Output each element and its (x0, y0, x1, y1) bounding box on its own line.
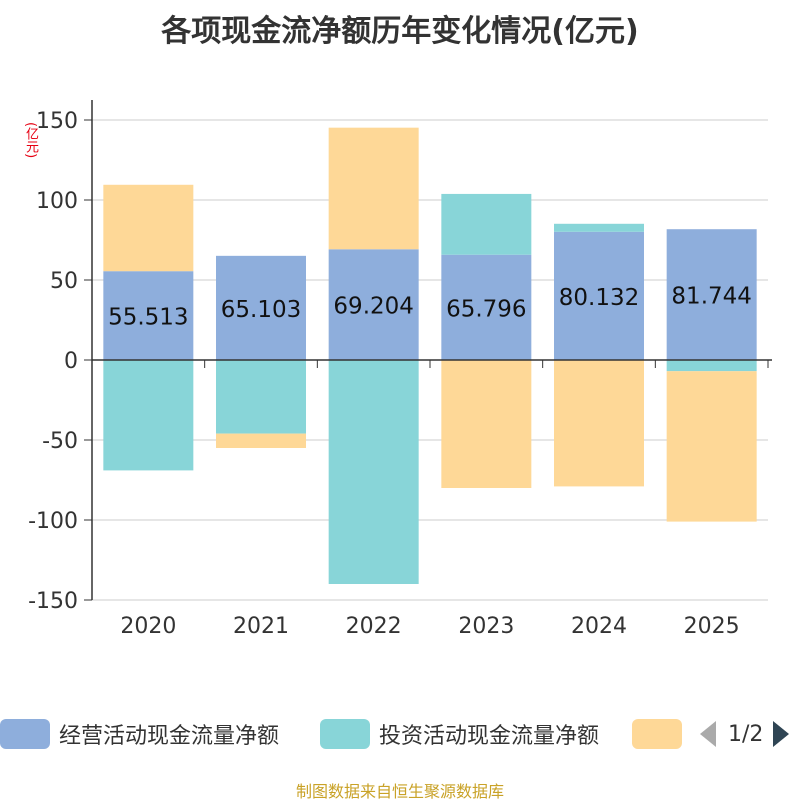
x-tick-label: 2020 (120, 614, 176, 639)
x-tick-label: 2021 (233, 614, 289, 639)
legend-prev-page-icon[interactable] (700, 721, 716, 747)
source-note: 制图数据来自恒生聚源数据库 (295, 782, 504, 801)
legend-label-operating: 经营活动现金流量净额 (59, 724, 280, 749)
bar-2025-series-2 (666, 371, 757, 522)
legend-page-indicator: 1/2 (728, 721, 764, 747)
bar-2023-series-2 (441, 360, 532, 488)
bar-2024-series-1 (554, 223, 644, 232)
y-tick-label: -50 (42, 429, 78, 454)
data-label: 80.132 (559, 285, 639, 311)
x-tick-label: 2023 (458, 614, 514, 639)
legend-swatch-operating (0, 719, 50, 749)
x-tick-label: 2025 (684, 614, 740, 639)
x-tick-label: 2022 (346, 614, 402, 639)
bar-2020-series-0 (103, 271, 194, 360)
bar-2024-series-0 (554, 231, 644, 360)
legend-next-page-icon[interactable] (773, 721, 790, 747)
data-label: 65.103 (221, 297, 301, 323)
bar-2021-series-1 (216, 360, 306, 434)
y-tick-label: 50 (50, 269, 78, 294)
y-tick-label: 0 (64, 349, 78, 374)
bar-2023-series-0 (441, 254, 532, 360)
data-label: 69.204 (333, 294, 413, 320)
legend-label-investing: 投资活动现金流量净额 (379, 724, 600, 749)
bar-2022-series-2 (328, 127, 419, 250)
legend-swatch-third-series (632, 719, 682, 749)
bar-2021-series-0 (216, 255, 306, 360)
bar-2020-series-2 (103, 184, 194, 272)
y-tick-label: 150 (36, 109, 78, 134)
y-tick-label: -150 (28, 589, 78, 614)
bar-2023-series-1 (441, 193, 532, 255)
y-tick-label: 100 (36, 189, 78, 214)
legend-swatch-investing (320, 719, 370, 749)
x-tick-label: 2024 (571, 614, 627, 639)
chart-title: 各项现金流净额历年变化情况(亿元) (161, 14, 639, 49)
data-label: 65.796 (446, 296, 526, 322)
data-label: 55.513 (108, 305, 188, 331)
legend-pager: 1/2 (700, 716, 790, 752)
bar-2025-series-1 (666, 360, 757, 372)
bar-2020-series-1 (103, 360, 194, 471)
data-label: 81.744 (671, 284, 751, 310)
bar-2025-series-0 (666, 229, 757, 360)
y-tick-label: -100 (28, 509, 78, 534)
y-axis-unit-label: (亿元) (23, 122, 38, 159)
legend-item-third-series[interactable] (632, 716, 691, 752)
bar-2024-series-2 (554, 360, 644, 487)
bar-2022-series-0 (328, 249, 419, 360)
bar-2021-series-2 (216, 433, 306, 448)
bar-2022-series-1 (328, 360, 419, 584)
legend-item-investing[interactable]: 投资活动现金流量净额 (320, 716, 599, 752)
legend-item-operating[interactable]: 经营活动现金流量净额 (0, 716, 279, 752)
